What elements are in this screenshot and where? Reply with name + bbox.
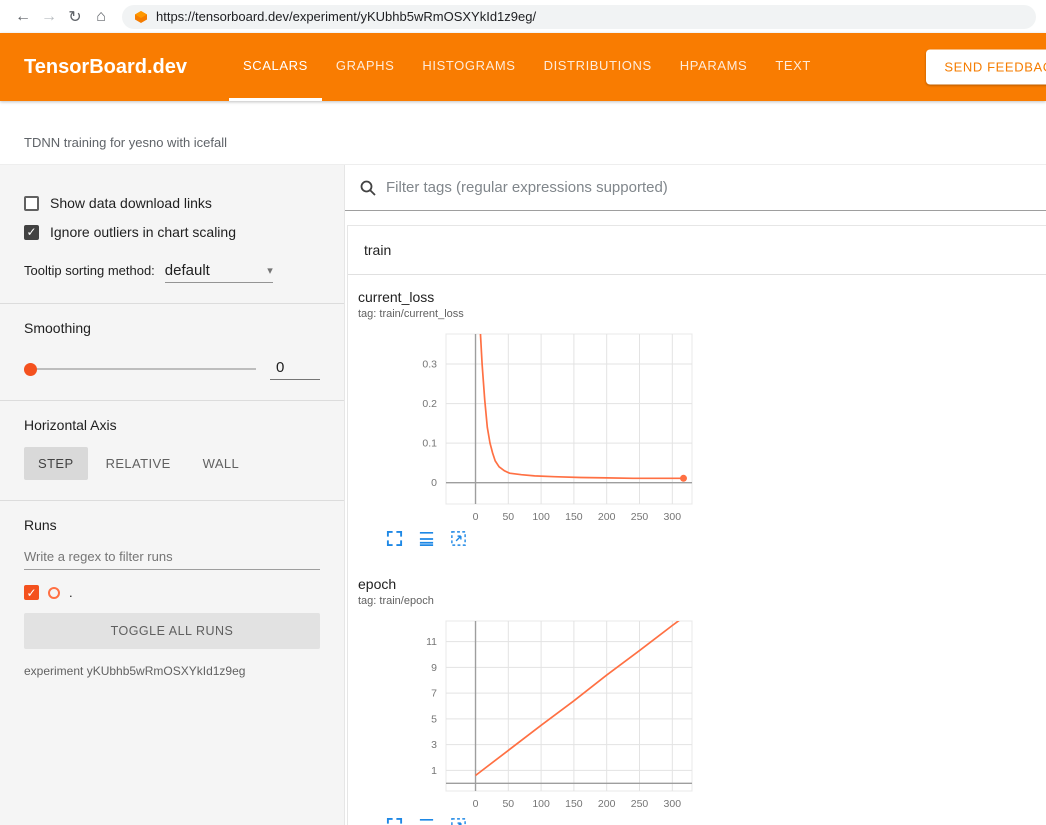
horizontal-axis-label: Horizontal Axis (24, 417, 320, 433)
run-color-swatch-icon (48, 587, 60, 599)
axis-relative-button[interactable]: RELATIVE (92, 447, 185, 480)
fit-domain-icon[interactable] (450, 530, 467, 548)
smoothing-section: Smoothing 0 (0, 304, 344, 401)
show-download-links-row[interactable]: Show data download links (24, 195, 320, 211)
svg-text:0: 0 (473, 511, 479, 523)
address-bar[interactable]: https://tensorboard.dev/experiment/yKUbh… (122, 5, 1036, 29)
run-name-label: . (69, 585, 73, 600)
forward-icon[interactable]: → (36, 8, 62, 26)
svg-text:150: 150 (565, 798, 583, 810)
runs-filter-input[interactable] (24, 543, 320, 570)
horizontal-axis-section: Horizontal Axis STEP RELATIVE WALL (0, 401, 344, 501)
chart-toolbar (358, 530, 700, 548)
toggle-all-runs-button[interactable]: TOGGLE ALL RUNS (24, 613, 320, 649)
home-icon[interactable]: ⌂ (88, 8, 114, 26)
ignore-outliers-checkbox[interactable] (24, 225, 39, 240)
browser-toolbar: ← → ↻ ⌂ https://tensorboard.dev/experime… (0, 0, 1046, 33)
svg-text:250: 250 (631, 798, 649, 810)
svg-text:50: 50 (502, 511, 514, 523)
chart-card-current-loss: current_loss tag: train/current_loss 0 0.… (358, 289, 700, 548)
chevron-down-icon: ▾ (267, 264, 273, 277)
tag-filter-input[interactable] (386, 179, 1032, 196)
chart-card-epoch: epoch tag: train/epoch 1 3 5 7 9 11 0 50 100 150 2… (358, 576, 700, 825)
svg-text:50: 50 (502, 798, 514, 810)
chart-tag: tag: train/current_loss (358, 308, 700, 320)
runs-section: Runs . TOGGLE ALL RUNS experiment yKUbhb… (0, 501, 344, 698)
settings-sidebar: Show data download links Ignore outliers… (0, 165, 345, 825)
tab-text[interactable]: TEXT (761, 33, 825, 101)
svg-text:300: 300 (664, 511, 682, 523)
tab-graphs[interactable]: GRAPHS (322, 33, 409, 101)
tooltip-sorting-value: default (165, 262, 210, 279)
group-header-train[interactable]: train (348, 226, 1046, 275)
svg-text:200: 200 (598, 798, 616, 810)
expand-chart-icon[interactable] (386, 530, 403, 548)
svg-text:250: 250 (631, 511, 649, 523)
experiment-title: TDNN training for yesno with icefall (0, 101, 1046, 164)
svg-text:1: 1 (431, 765, 437, 777)
experiment-id-caption: experiment yKUbhb5wRmOSXYkId1z9eg (24, 664, 320, 678)
svg-text:0.1: 0.1 (422, 438, 437, 450)
svg-text:200: 200 (598, 511, 616, 523)
general-settings-section: Show data download links Ignore outliers… (0, 179, 344, 304)
tab-histograms[interactable]: HISTOGRAMS (408, 33, 529, 101)
nav-tabs: SCALARS GRAPHS HISTOGRAMS DISTRIBUTIONS … (229, 33, 825, 101)
show-download-links-label: Show data download links (50, 195, 212, 211)
run-row[interactable]: . (24, 585, 320, 600)
line-chart-current-loss[interactable]: 0 0.1 0.2 0.3 0 50 100 150 200 250 300 (358, 328, 698, 528)
axis-step-button[interactable]: STEP (24, 447, 88, 480)
content-area: Show data download links Ignore outliers… (0, 164, 1046, 825)
smoothing-slider-thumb[interactable] (24, 363, 37, 376)
back-icon[interactable]: ← (10, 8, 36, 26)
svg-text:9: 9 (431, 662, 437, 674)
svg-text:0: 0 (473, 798, 479, 810)
url-text: https://tensorboard.dev/experiment/yKUbh… (156, 9, 536, 24)
smoothing-label: Smoothing (24, 320, 320, 336)
svg-text:0: 0 (431, 477, 437, 489)
send-feedback-button[interactable]: SEND FEEDBACK (926, 50, 1046, 85)
tooltip-sorting-label: Tooltip sorting method: (24, 263, 155, 278)
app-header: TensorBoard.dev SCALARS GRAPHS HISTOGRAM… (0, 33, 1046, 101)
ignore-outliers-row[interactable]: Ignore outliers in chart scaling (24, 224, 320, 240)
svg-text:0.3: 0.3 (422, 359, 437, 371)
line-chart-epoch[interactable]: 1 3 5 7 9 11 0 50 100 150 200 250 300 (358, 615, 698, 815)
svg-text:100: 100 (532, 798, 550, 810)
svg-text:5: 5 (431, 713, 437, 725)
smoothing-value-input[interactable]: 0 (270, 358, 320, 380)
reload-icon[interactable]: ↻ (62, 7, 88, 27)
tab-distributions[interactable]: DISTRIBUTIONS (530, 33, 666, 101)
site-favicon (134, 10, 148, 24)
expand-chart-icon[interactable] (386, 817, 403, 825)
runs-label: Runs (24, 517, 320, 533)
chart-title: current_loss (358, 289, 700, 305)
run-checkbox[interactable] (24, 585, 39, 600)
charts-grid: current_loss tag: train/current_loss 0 0.… (348, 275, 1046, 825)
svg-text:11: 11 (426, 636, 437, 648)
chart-title: epoch (358, 576, 700, 592)
fit-domain-icon[interactable] (450, 817, 467, 825)
svg-text:300: 300 (664, 798, 682, 810)
axis-wall-button[interactable]: WALL (189, 447, 254, 480)
log-scale-icon[interactable] (418, 817, 435, 825)
svg-text:100: 100 (532, 511, 550, 523)
log-scale-icon[interactable] (418, 530, 435, 548)
tag-filter-bar (345, 165, 1046, 211)
tooltip-sorting-select[interactable]: default ▾ (165, 262, 273, 283)
show-download-links-checkbox[interactable] (24, 196, 39, 211)
tab-hparams[interactable]: HPARAMS (666, 33, 762, 101)
svg-text:150: 150 (565, 511, 583, 523)
train-group-card: train current_loss tag: train/current_lo… (347, 225, 1046, 825)
svg-text:3: 3 (431, 739, 437, 751)
search-icon (359, 179, 377, 197)
chart-tag: tag: train/epoch (358, 595, 700, 607)
tab-scalars[interactable]: SCALARS (229, 33, 322, 101)
chart-toolbar (358, 817, 700, 825)
smoothing-slider[interactable] (24, 368, 256, 370)
svg-text:0.2: 0.2 (422, 398, 437, 410)
svg-text:7: 7 (431, 688, 437, 700)
ignore-outliers-label: Ignore outliers in chart scaling (50, 224, 236, 240)
app-logo: TensorBoard.dev (24, 56, 187, 79)
main-panel: train current_loss tag: train/current_lo… (345, 165, 1046, 825)
